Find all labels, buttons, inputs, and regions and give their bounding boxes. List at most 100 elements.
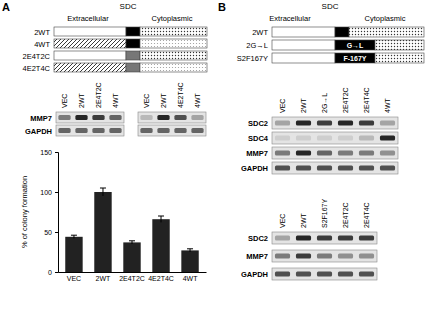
lane-label: 4WT [194,93,201,109]
x-tick-label: VEC [67,275,81,282]
y-tick: 100 [40,189,58,196]
bar [94,192,111,272]
band [338,151,353,156]
extracellular-domain [272,40,335,50]
x-tick: 4WT [183,272,199,282]
band [275,254,290,259]
lane-label: 2WT [160,93,167,109]
blot-strip [138,125,206,136]
lane-label: 2WT [78,93,85,109]
blot-strip [272,117,398,129]
lane-label: VEC [61,94,68,108]
band [191,128,203,133]
extracellular-domain [272,27,335,37]
transmembrane-domain [335,53,375,63]
cytoplasmic-domain [140,27,207,36]
extracellular-domain [54,39,126,48]
bar [152,219,169,272]
y-axis-line [55,153,59,273]
band [296,254,311,259]
transmembrane-domain [126,51,140,60]
x-tick: 2E4T2C [119,272,145,282]
band [174,128,186,133]
transmembrane-domain [126,39,140,48]
band [275,272,290,277]
figure: ASDCExtracellularCytoplasmic2WT4WT2E4T2C… [0,0,430,316]
band [380,166,395,171]
band [275,166,290,171]
extracellular-domain [54,51,126,60]
construct-label: 4WT [34,40,50,49]
transmembrane-domain [335,27,349,37]
error-bar [158,216,164,222]
y-tick: 50 [44,229,58,236]
y-tick-label: 100 [40,189,52,196]
error-bar [187,249,193,252]
y-tick-label: 0 [48,269,52,276]
cytoplasmic-domain [140,39,207,48]
lane-label: 2E4T2C [95,82,102,108]
region-label: Cytoplasmic [365,14,406,23]
lane-label: 2E4T4C [363,87,370,113]
lane-label: 2G→L [321,93,328,113]
extracellular-domain [272,53,335,63]
lane-label: 2E4T2C [342,87,349,113]
lane-label: 4E2T4C [177,82,184,108]
lane-label: 2WT [300,98,307,114]
y-axis: 0 50 100 150 [40,149,58,276]
transmembrane-domain [126,63,140,72]
blot-strip [272,162,398,174]
band [58,115,70,120]
plot-area [65,188,198,272]
band [338,166,353,171]
blot-label: GAPDH [25,127,52,136]
band [275,121,290,126]
construct-label: 2WT [34,28,50,37]
blot-label: SDC2 [248,119,268,128]
x-axis: VEC 2WT 2E4T2C4E2T4C 4WT [59,272,207,282]
band [296,272,311,277]
region-label: Extracellular [269,14,311,23]
y-tick-mark [55,192,58,193]
band [275,236,290,241]
band [174,115,186,120]
band [317,136,332,141]
band [317,151,332,156]
band [296,151,311,156]
cytoplasmic-domain [349,27,424,37]
cytoplasmic-domain [375,53,424,63]
x-tick-label: 2WT [96,275,112,282]
blot-label: MMP7 [246,252,268,261]
band [338,254,353,259]
band [359,121,374,126]
bar [123,242,140,272]
band [191,115,203,120]
blot-strip [56,112,124,123]
band [380,136,395,141]
y-tick-mark [55,232,58,233]
x-tick: VEC [67,272,81,282]
mutation-label: G→L [347,42,364,49]
band [338,236,353,241]
construct-label: 2WT [252,28,268,37]
x-tick-label: 4E2T4C [148,275,174,282]
blot-label: MMP7 [30,114,52,123]
y-tick: 150 [40,149,58,156]
error-bar [71,235,77,238]
x-tick: 2WT [96,272,112,282]
schematic-title: SDC [120,2,137,11]
band [359,254,374,259]
y-axis-title: % of colony formation [20,176,29,248]
lane-label: VEC [279,99,286,113]
blot-strip [272,132,398,144]
extracellular-domain [54,27,126,36]
lane-label: 2E4T2C [342,202,349,228]
region-label: Cytoplasmic [152,14,193,23]
cytoplasmic-domain [140,51,207,60]
band [359,236,374,241]
band [317,166,332,171]
blot-strip [272,232,377,244]
band [359,166,374,171]
region-label: Extracellular [67,14,109,23]
blot-label: GAPDH [241,164,268,173]
